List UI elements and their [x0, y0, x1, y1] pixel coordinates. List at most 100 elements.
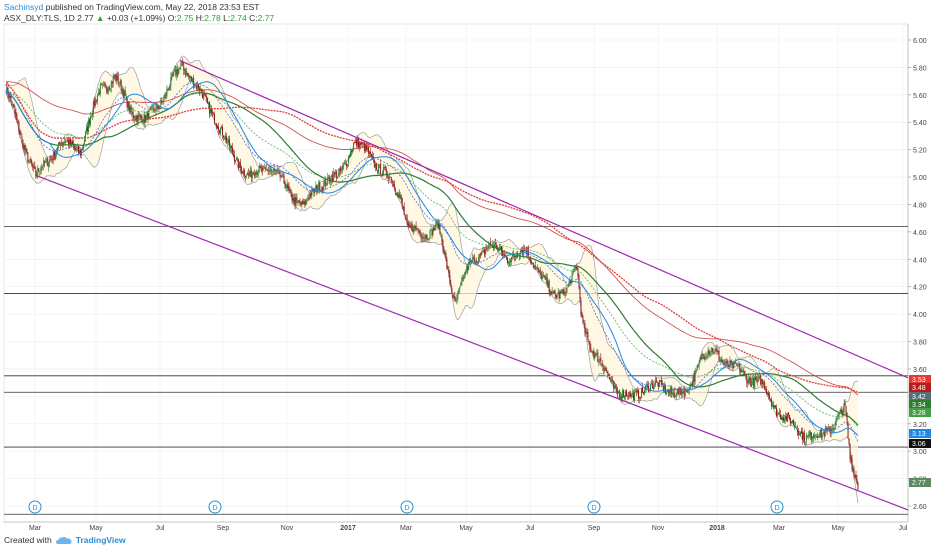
candle-body: [735, 362, 737, 365]
candle-body: [234, 160, 236, 162]
candle-body: [748, 377, 750, 383]
candle-body: [136, 115, 138, 122]
candle-body: [691, 384, 693, 386]
candle-body: [148, 110, 150, 120]
candle-body: [304, 200, 306, 206]
candle-body: [562, 288, 564, 294]
candle-body: [440, 234, 442, 236]
candle-body: [404, 216, 406, 217]
candle-body: [177, 68, 179, 74]
candle-body: [29, 158, 31, 160]
candle-body: [163, 97, 165, 102]
candle-body: [239, 162, 241, 169]
candle-body: [508, 262, 510, 264]
candle-body: [298, 200, 300, 202]
candle-body: [92, 101, 94, 114]
candle-body: [336, 171, 338, 179]
candle-body: [629, 391, 631, 397]
candle-body: [667, 390, 669, 393]
candle-body: [787, 412, 789, 415]
author-link[interactable]: Sachinsyd: [4, 2, 44, 12]
candle-body: [184, 69, 186, 71]
close-label: C:: [249, 13, 258, 23]
candle-body: [132, 111, 134, 117]
candle-body: [386, 175, 388, 177]
candle-body: [751, 381, 753, 386]
candle-body: [372, 156, 374, 160]
candle-body: [723, 362, 725, 365]
candle-body: [411, 224, 413, 232]
candle-body: [418, 231, 420, 233]
candle-body: [720, 359, 722, 362]
candle-body: [690, 384, 692, 385]
candle-body: [417, 228, 419, 232]
y-tick-label: 2.60: [913, 504, 927, 511]
candle-body: [191, 76, 193, 82]
candle-body: [369, 151, 371, 155]
candle-body: [480, 253, 482, 256]
candle-body: [370, 154, 372, 157]
candle-body: [619, 391, 621, 399]
candle-body: [603, 367, 605, 371]
tradingview-brand[interactable]: TradingView: [75, 535, 126, 545]
candle-body: [561, 292, 563, 294]
candle-body: [313, 189, 315, 193]
candle-body: [385, 168, 387, 175]
candle-body: [823, 432, 825, 437]
candle-body: [138, 114, 140, 116]
candle-body: [507, 262, 509, 264]
candle-body: [220, 126, 222, 129]
x-tick-label: Jul: [899, 525, 908, 532]
candle-body: [746, 375, 748, 384]
candle-body: [188, 74, 190, 77]
candle-body: [773, 405, 775, 408]
candle-body: [612, 380, 614, 382]
candle-body: [705, 356, 707, 358]
candle-body: [302, 201, 304, 205]
candle-body: [394, 188, 396, 192]
candle-body: [77, 146, 79, 154]
candle-body: [367, 146, 369, 154]
candle-body: [173, 72, 175, 76]
candle-body: [673, 392, 675, 398]
candle-body: [677, 388, 679, 394]
candle-body: [652, 385, 654, 390]
candle-body: [589, 341, 591, 350]
candle-body: [767, 392, 769, 394]
candle-body: [694, 370, 696, 382]
candle-body: [598, 360, 600, 362]
candle-body: [811, 437, 813, 439]
candle-body: [215, 124, 217, 125]
dividend-marker: D: [770, 500, 784, 514]
candle-body: [789, 418, 791, 424]
candle-body: [788, 414, 790, 419]
candle-body: [752, 377, 754, 381]
candle-body: [55, 153, 57, 160]
candle-body: [329, 176, 331, 182]
candle-body: [392, 181, 394, 183]
candle-body: [419, 230, 421, 236]
ma-100-ema-line: [5, 92, 859, 428]
created-with-text: Created with: [4, 535, 52, 545]
symbol-label: ASX_DLY:TLS, 1D: [4, 13, 75, 23]
y-tick-label: 3.20: [913, 422, 927, 429]
candle-body: [71, 141, 73, 146]
candle-body: [560, 291, 562, 293]
candle-body: [448, 269, 450, 275]
candle-body: [124, 89, 126, 96]
candle-body: [224, 135, 226, 140]
candle-body: [50, 158, 52, 160]
candle-body: [325, 180, 327, 187]
candle-body: [778, 413, 780, 414]
candle-body: [575, 267, 577, 268]
candle-body: [109, 88, 111, 90]
candle-body: [231, 147, 233, 154]
candle-body: [410, 225, 412, 228]
candle-body: [292, 198, 294, 201]
candle-body: [95, 99, 97, 102]
candle-body: [711, 348, 713, 352]
candle-body: [165, 94, 167, 96]
candle-body: [671, 393, 673, 395]
candle-body: [706, 355, 708, 357]
